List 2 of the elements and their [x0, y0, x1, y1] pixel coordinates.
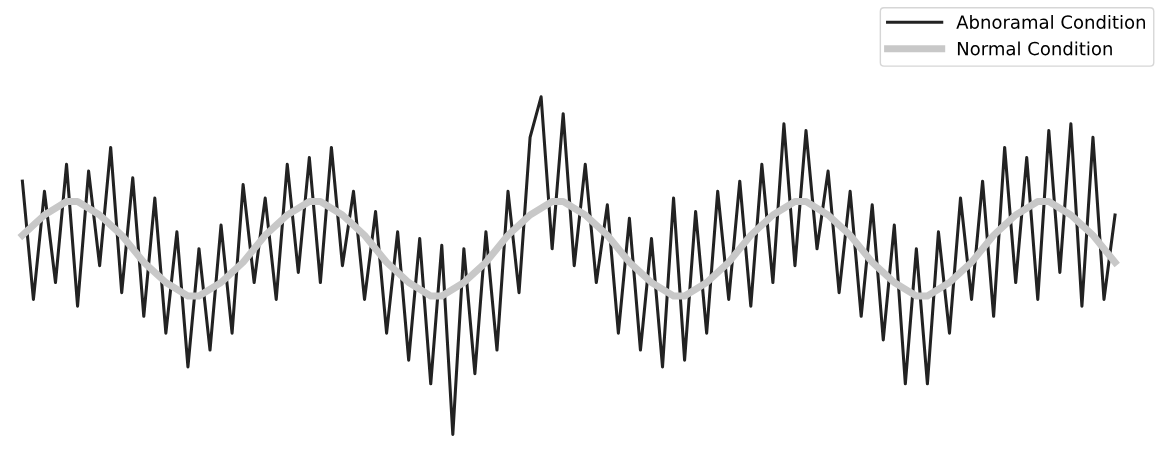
legend-label: Normal Condition	[957, 41, 1112, 56]
legend-label: Abnoramal Condition	[956, 14, 1145, 29]
